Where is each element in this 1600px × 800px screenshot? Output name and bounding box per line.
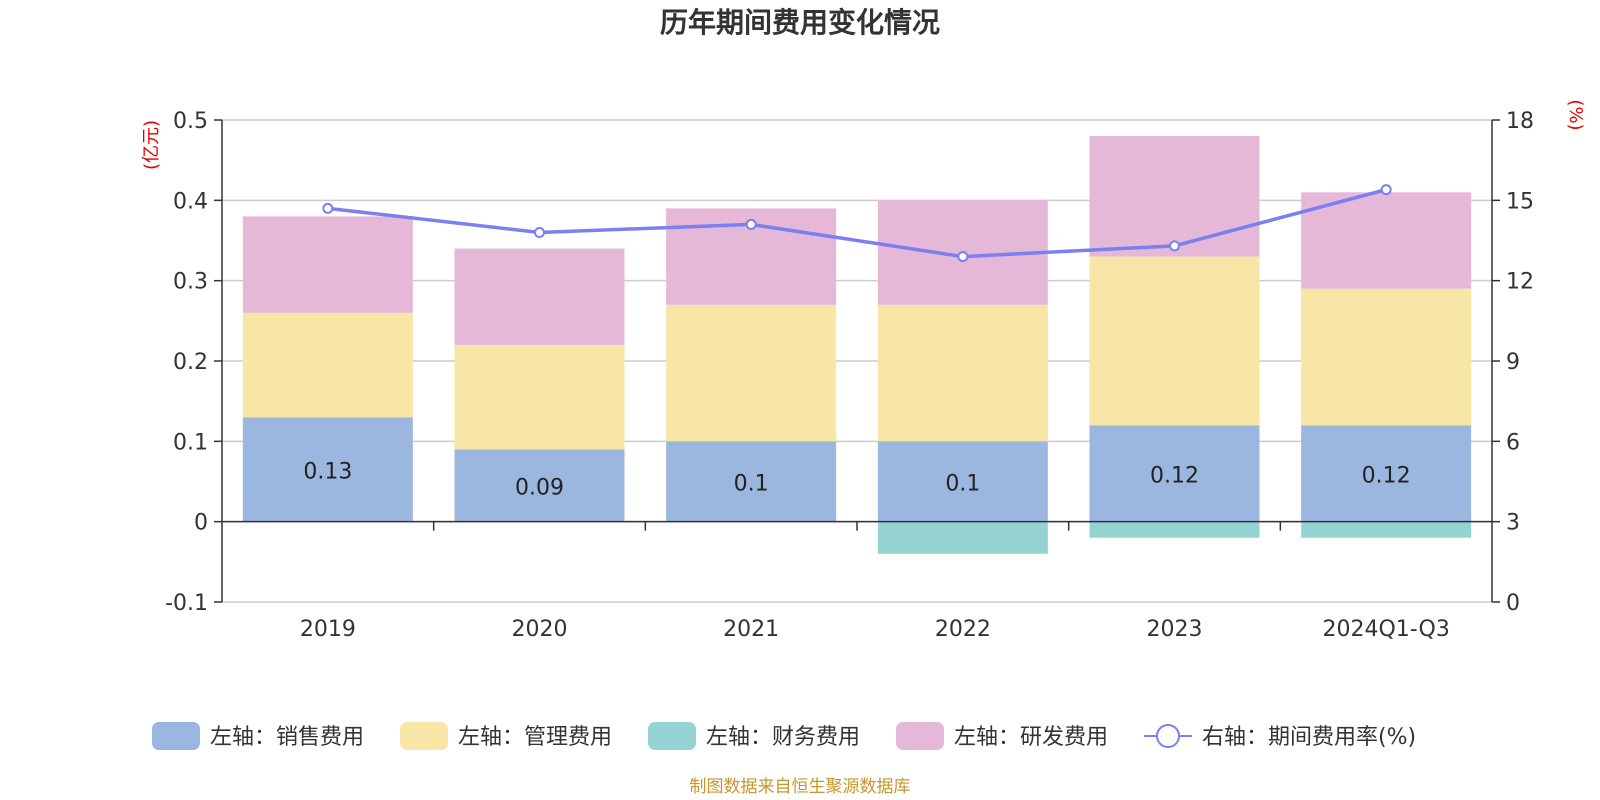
bar-data-label: 0.1 (945, 472, 980, 497)
rate-line-point (322, 202, 334, 214)
legend-swatch (896, 722, 944, 750)
bar-data-label: 0.09 (515, 476, 564, 501)
rate-line-point (957, 251, 969, 263)
bar-segment (1301, 288, 1472, 426)
x-axis-tick-label: 2024Q1-Q3 (1322, 617, 1449, 642)
rate-line-path (327, 187, 1387, 259)
left-axis-tick-label: 0.3 (173, 270, 208, 295)
bar-segment (454, 248, 625, 345)
bar-segment (1301, 192, 1472, 289)
left-axis-tick-label: -0.1 (165, 591, 208, 616)
bar-data-label: 0.13 (303, 459, 352, 484)
bars (242, 136, 1472, 554)
legend-swatch (400, 722, 448, 750)
left-axis-tick-label: 0.2 (173, 350, 208, 375)
right-axis-tick-label: 3 (1506, 511, 1520, 536)
right-axis-unit: (%) (1565, 99, 1586, 130)
bar-data-label: 0.1 (734, 472, 769, 497)
left-axis-unit: (亿元) (141, 120, 162, 170)
right-axis-tick-label: 12 (1506, 270, 1534, 295)
rate-line-point (1380, 184, 1392, 196)
rate-line (322, 184, 1392, 263)
left-axis-tick-label: 0.5 (173, 109, 208, 134)
bar-segment (666, 304, 837, 442)
legend-label: 左轴：销售费用 (210, 725, 364, 750)
bar-data-label: 0.12 (1150, 463, 1199, 488)
bar-segment (877, 521, 1048, 554)
bar-segment (1089, 521, 1260, 538)
bar-segment (1089, 136, 1260, 257)
x-axis-tick-label: 2021 (723, 617, 779, 642)
rate-line-point (745, 218, 757, 230)
bar-segment (877, 304, 1048, 442)
axes: -0.1 0 0.1 0.2 0.3 0.4 0.5 0 3 6 9 12 15 18 2019 2020 20… (165, 109, 1534, 642)
bar-segment (454, 449, 625, 522)
bar-segment (877, 441, 1048, 522)
bar-segment (1301, 425, 1472, 522)
right-axis-tick-label: 0 (1506, 591, 1520, 616)
x-axis-tick-label: 2020 (512, 617, 568, 642)
rate-line-point (534, 226, 545, 238)
bar-segment (1089, 256, 1260, 426)
bar-data-label: 0.12 (1362, 463, 1411, 488)
x-axis-tick-label: 2019 (300, 617, 356, 642)
bar-segment (666, 441, 837, 522)
right-axis-tick-label: 6 (1506, 430, 1520, 455)
bar-segment (242, 312, 413, 418)
left-axis-tick-label: 0.1 (173, 430, 208, 455)
right-axis-tick-label: 9 (1506, 350, 1520, 375)
legend: 左轴：销售费用 左轴：管理费用 左轴：财务费用 左轴：研发费用 右轴：期间费用率(%) (152, 722, 1416, 750)
right-axis-tick-label: 15 (1506, 189, 1534, 214)
data-labels: 0.13 0.09 0.1 0.1 0.12 0.12 (303, 459, 1410, 500)
bar-segment (1301, 521, 1472, 538)
x-axis-tick-label: 2023 (1147, 617, 1203, 642)
bar-segment (242, 417, 413, 522)
left-axis-tick-label: 0 (194, 511, 208, 536)
bar-segment (454, 344, 625, 450)
legend-label: 左轴：财务费用 (706, 725, 860, 750)
legend-label: 右轴：期间费用率(%) (1202, 725, 1416, 750)
rate-line-point (1169, 240, 1180, 252)
bar-segment (242, 216, 413, 313)
chart-title: 历年期间费用变化情况 (660, 6, 940, 39)
x-axis-tick-label: 2022 (935, 617, 991, 642)
legend-swatch (152, 722, 200, 750)
legend-swatch (648, 722, 696, 750)
source-note: 制图数据来自恒生聚源数据库 (690, 777, 911, 797)
right-axis-tick-label: 18 (1506, 109, 1534, 134)
bar-segment (1089, 425, 1260, 522)
legend-label: 左轴：研发费用 (954, 725, 1108, 750)
legend-label: 左轴：管理费用 (458, 725, 612, 750)
left-axis-tick-label: 0.4 (173, 189, 208, 214)
legend-marker (1156, 724, 1180, 748)
